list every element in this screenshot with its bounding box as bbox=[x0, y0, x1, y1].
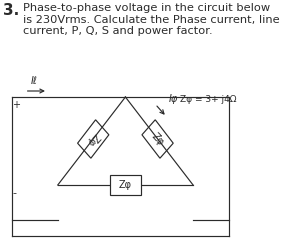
Text: +: + bbox=[12, 100, 21, 110]
Text: Iφ: Iφ bbox=[168, 94, 178, 104]
Polygon shape bbox=[78, 120, 109, 158]
Text: Zφ = 3+ j4Ω: Zφ = 3+ j4Ω bbox=[180, 95, 236, 104]
Text: Zφ: Zφ bbox=[85, 131, 101, 147]
Text: 3.: 3. bbox=[3, 3, 20, 18]
Polygon shape bbox=[142, 120, 173, 158]
Text: Zφ: Zφ bbox=[119, 180, 132, 190]
Bar bbox=[110, 175, 141, 195]
Text: Iℓ: Iℓ bbox=[31, 76, 38, 86]
Text: Zφ: Zφ bbox=[149, 131, 166, 147]
Text: -: - bbox=[12, 188, 16, 198]
Text: Phase-to-phase voltage in the circuit below
is 230Vrms. Calculate the Phase curr: Phase-to-phase voltage in the circuit be… bbox=[23, 3, 280, 36]
